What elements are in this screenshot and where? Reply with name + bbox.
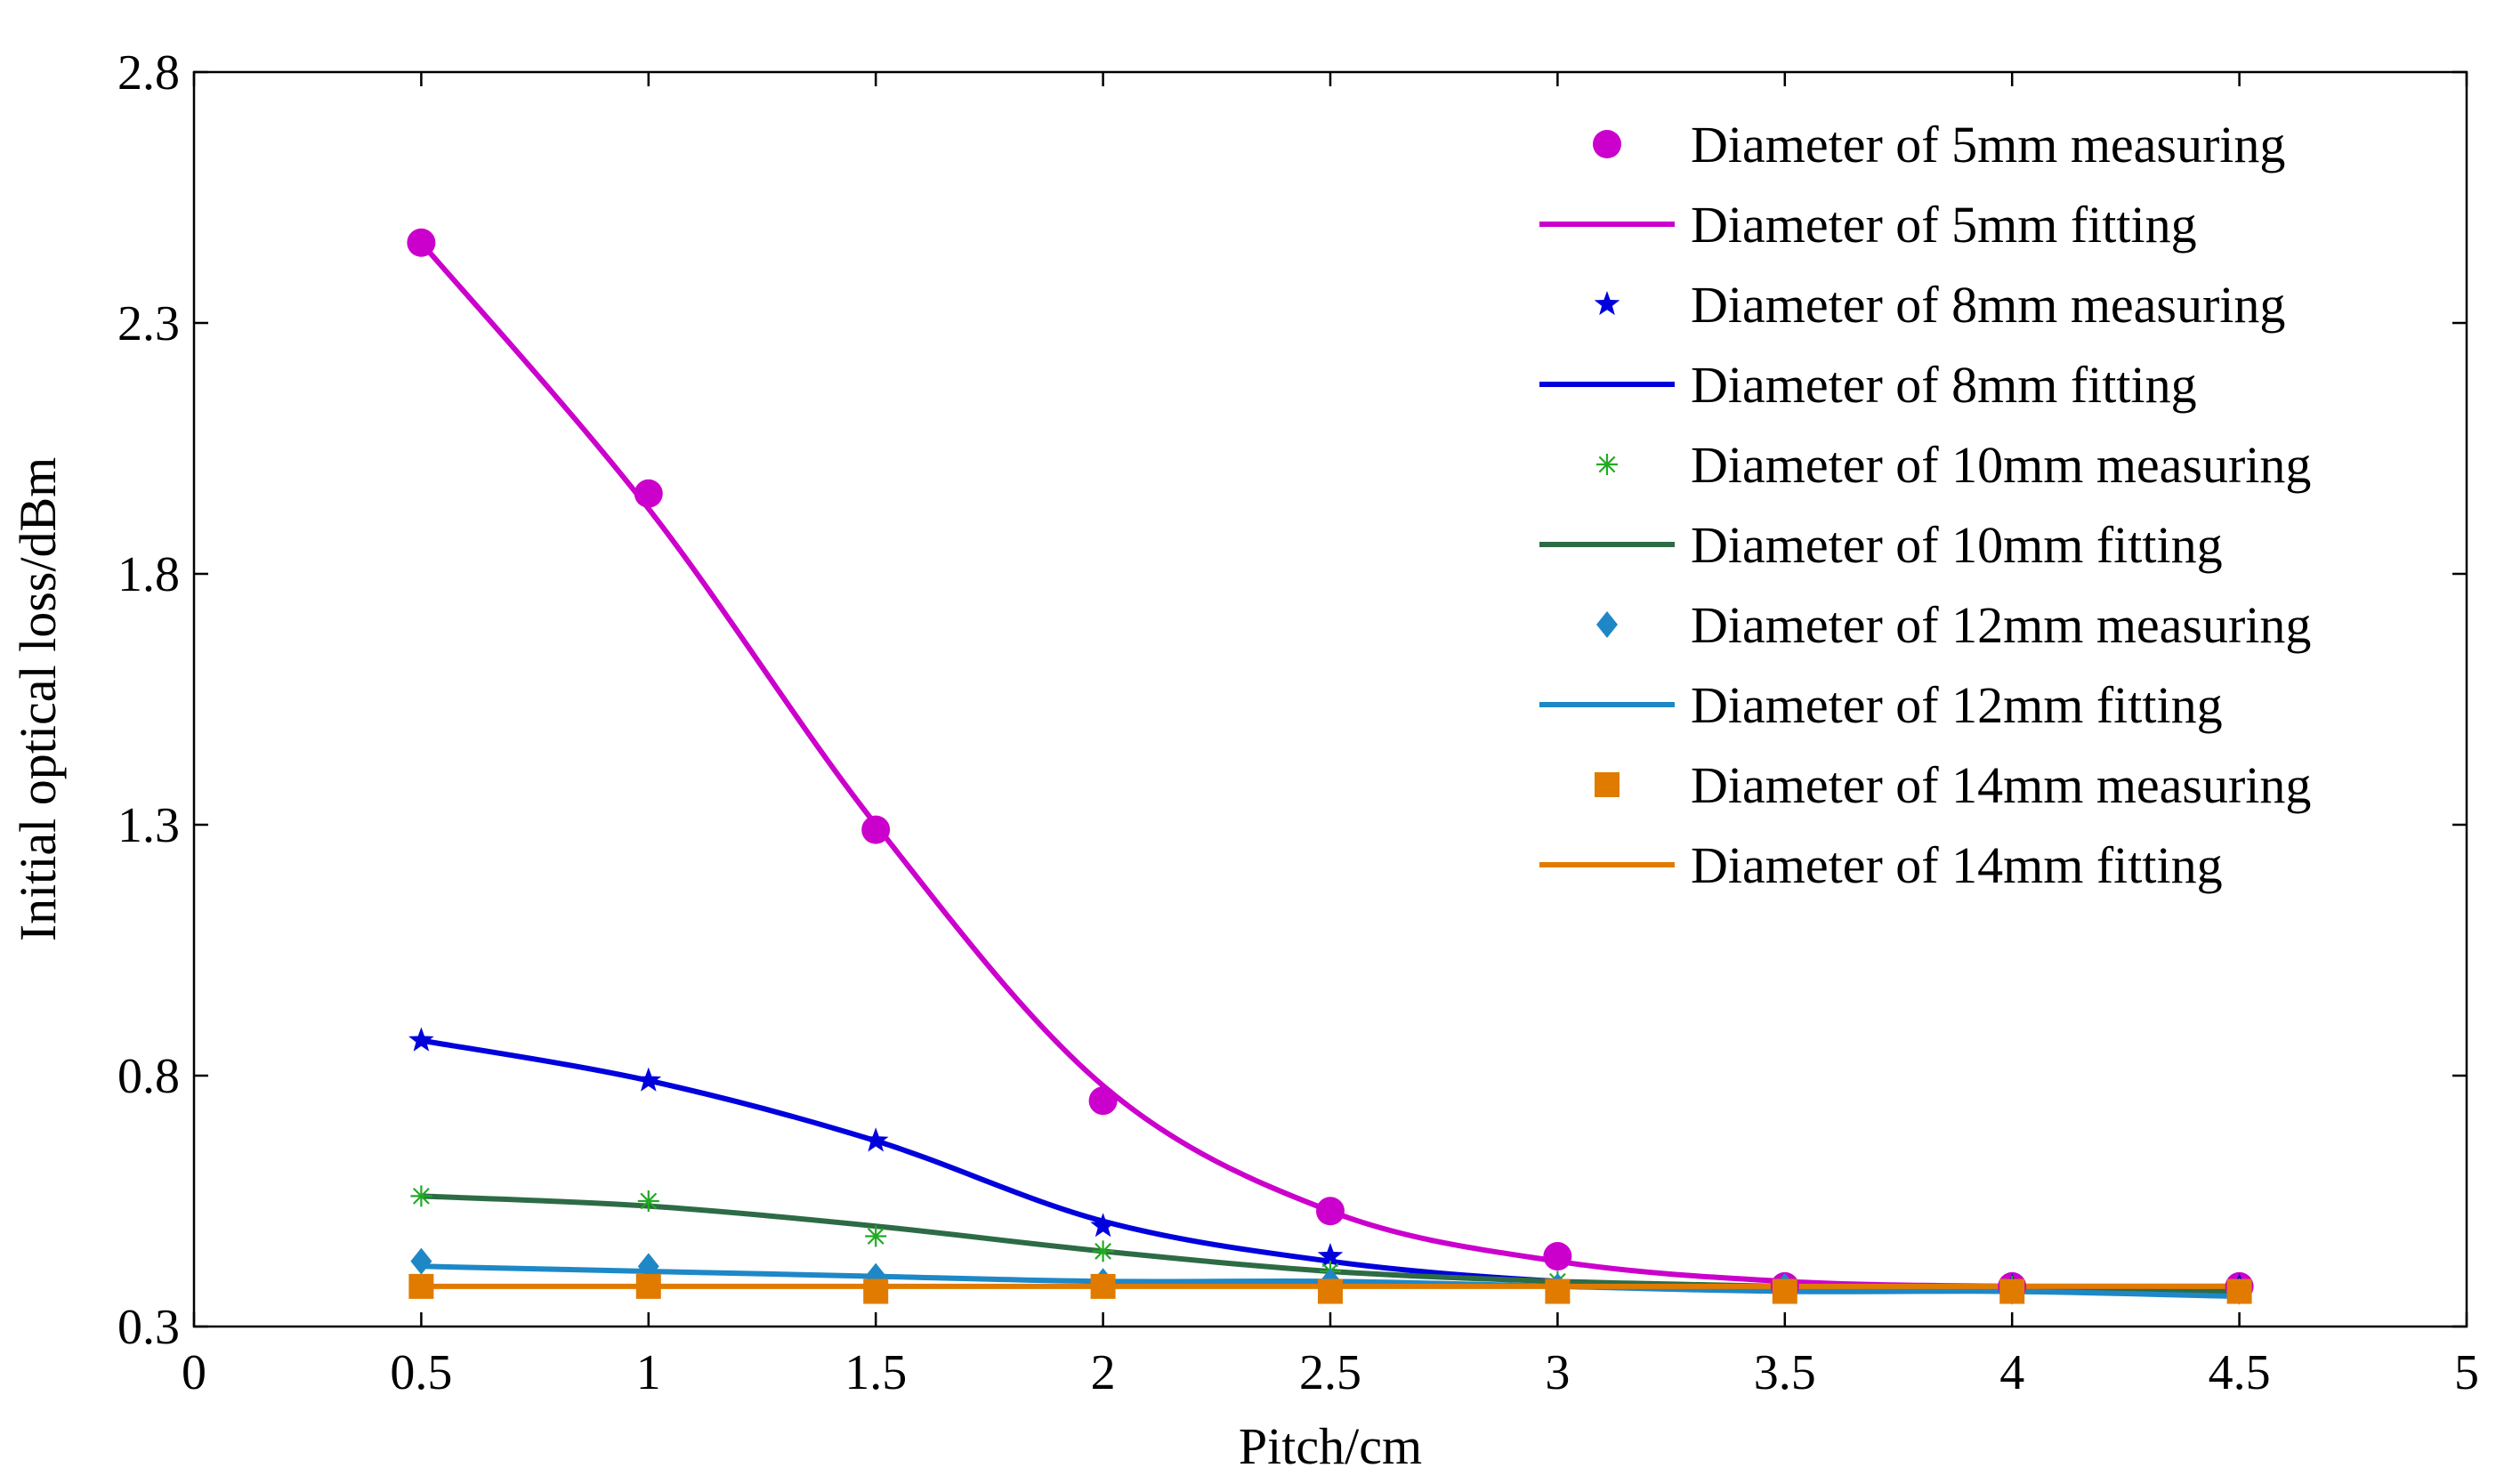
data-point-series-8 (1545, 1278, 1571, 1304)
data-point-series-4 (410, 1185, 432, 1207)
legend-label: Diameter of 8mm fitting (1691, 356, 2197, 414)
y-tick-label: 2.8 (117, 45, 180, 101)
legend-marker-swatch (1596, 454, 1618, 475)
y-axis-label: Initial optical loss/dBm (9, 457, 67, 942)
data-point-series-4 (637, 1190, 659, 1212)
x-tick-label: 1 (636, 1345, 661, 1400)
legend-label: Diameter of 14mm measuring (1691, 756, 2311, 814)
data-point-series-0 (1543, 1242, 1572, 1271)
legend-label: Diameter of 5mm fitting (1691, 196, 2197, 254)
plot-area (407, 228, 2254, 1305)
data-point-series-0 (1088, 1086, 1118, 1116)
data-point-series-8 (1772, 1278, 1797, 1304)
axis-ticks: 0 0.5 1 1.5 2 2.5 3 3.5 4 4.5 5 0.3 0.8 1.3 1.8 2.3 2.8 (117, 45, 2479, 1400)
data-point-series-8 (635, 1273, 661, 1299)
x-axis-label: Pitch/cm (1239, 1417, 1422, 1475)
data-point-series-8 (1999, 1278, 2025, 1304)
x-tick-label: 1.5 (844, 1345, 907, 1400)
data-point-series-6 (410, 1247, 432, 1275)
data-point-series-8 (2226, 1278, 2252, 1304)
y-tick-label: 0.3 (117, 1300, 180, 1355)
data-point-series-2 (635, 1067, 662, 1092)
y-tick-label: 1.8 (117, 547, 180, 602)
x-tick-label: 3.5 (1754, 1345, 1816, 1400)
data-point-series-0 (861, 815, 891, 844)
data-point-series-0 (407, 228, 436, 257)
data-point-series-2 (1317, 1243, 1344, 1268)
legend: Diameter of 5mm measuring Diameter of 5mm… (1539, 116, 2311, 894)
legend-marker-swatch (1593, 130, 1621, 158)
legend-marker-swatch (1595, 772, 1620, 797)
x-tick-label: 0.5 (390, 1345, 452, 1400)
legend-label: Diameter of 10mm fitting (1691, 516, 2223, 574)
data-point-series-0 (1316, 1197, 1345, 1226)
x-tick-label: 2 (1091, 1345, 1116, 1400)
legend-label: Diameter of 5mm measuring (1691, 116, 2285, 173)
data-point-series-4 (1092, 1240, 1114, 1262)
data-point-series-8 (863, 1278, 889, 1304)
legend-marker-swatch (1596, 611, 1618, 638)
legend-label: Diameter of 8mm measuring (1691, 276, 2285, 334)
x-tick-label: 3 (1545, 1345, 1570, 1400)
y-tick-label: 0.8 (117, 1049, 180, 1104)
data-point-series-0 (634, 479, 663, 508)
x-tick-label: 4 (1999, 1345, 2024, 1400)
data-point-series-8 (1090, 1273, 1116, 1299)
x-tick-label: 5 (2454, 1345, 2479, 1400)
legend-label: Diameter of 12mm fitting (1691, 676, 2223, 734)
y-tick-label: 1.3 (117, 798, 180, 853)
legend-marker-swatch (1594, 291, 1620, 316)
data-point-series-2 (1090, 1213, 1116, 1238)
x-tick-label: 4.5 (2209, 1345, 2271, 1400)
data-point-series-2 (408, 1027, 434, 1052)
legend-label: Diameter of 14mm fitting (1691, 836, 2223, 894)
y-tick-label: 2.3 (117, 296, 180, 351)
data-point-series-4 (865, 1225, 887, 1247)
data-point-series-6 (637, 1253, 659, 1280)
data-point-series-2 (862, 1127, 889, 1152)
x-tick-label: 2.5 (1299, 1345, 1361, 1400)
legend-label: Diameter of 12mm measuring (1691, 596, 2311, 654)
data-point-series-8 (1318, 1278, 1343, 1304)
legend-label: Diameter of 10mm measuring (1691, 436, 2311, 494)
data-point-series-8 (408, 1273, 434, 1299)
x-tick-label: 0 (182, 1345, 206, 1400)
